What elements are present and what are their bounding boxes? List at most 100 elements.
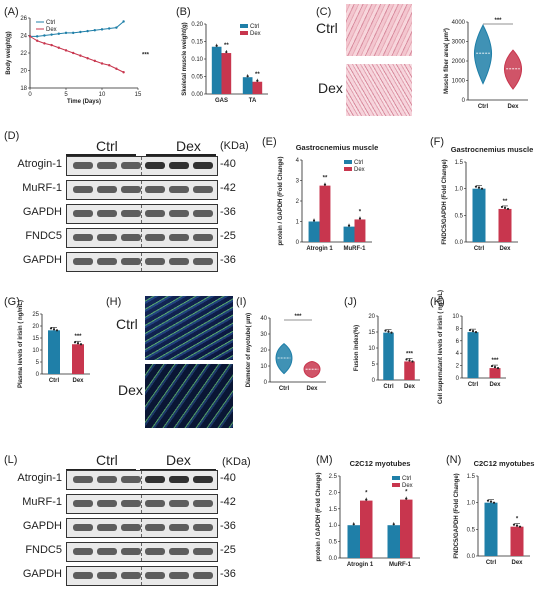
bar-b [221,53,232,94]
data-point-b [225,50,228,54]
panel-label-c: (C) [316,6,332,18]
wb-d-band-strip [66,156,218,176]
legend-label-a: Dex [46,27,57,33]
wb-d-kda: (KDa) [220,140,249,152]
data-point-a [57,32,60,35]
myotube-dex-image [145,364,233,428]
data-point-g [49,327,53,330]
wb-l-band [73,548,93,555]
significance-a: *** [142,53,150,59]
y-tick-label-f: 0.5 [455,213,464,219]
data-point-a [28,35,32,38]
y-tick-label-g: 15 [32,336,39,342]
legend-label-m: Dex [402,483,413,489]
data-point-n [515,524,519,527]
y-tick-label-m: 0.0 [329,556,338,562]
bar-m [387,525,400,558]
y-tick-label-b: 0.00 [191,92,203,98]
bar-j [383,332,394,380]
legend-label-e: Ctrl [354,160,363,166]
wb-l-band [97,572,117,579]
wb-d-band [145,162,165,169]
wb-d-band [97,210,117,217]
wb-l-kda-marker: -36 [220,520,236,532]
x-tick-label-m: Atrogin 1 [347,562,374,568]
wb-d-band [73,258,93,265]
wb-d-band [121,162,141,169]
bar-j [404,361,415,380]
data-point-a [122,20,125,23]
panel-label-n: (N) [446,454,462,466]
x-tick-label-c: Ctrl [478,104,489,110]
data-point-j [390,331,393,334]
y-tick-label-e: 3 [296,179,300,185]
wb-l-band [121,548,141,555]
data-point-m [352,523,355,526]
x-tick-label-a: 5 [64,92,68,98]
wb-l-band [193,476,213,483]
y-tick-label-c: 4000 [452,20,466,26]
panel-label-e: (E) [262,136,277,148]
panel-label-g: (G) [4,296,20,308]
x-tick-label-i: Ctrl [279,386,290,392]
panel-label-l: (L) [4,454,18,466]
wb-d-band [193,258,213,265]
panel-label-k: (K) [430,296,445,308]
wb-l-band [145,524,165,531]
wb-d-band-strip [66,228,218,248]
data-point-m [405,497,408,500]
data-point-a [108,64,111,67]
wb-l-band [169,524,189,531]
y-tick-label-i: 20 [260,348,267,354]
data-point-k [474,331,478,334]
significance-g: *** [74,334,82,340]
data-point-b [215,44,218,47]
wb-d-kda-marker: -25 [220,230,236,242]
y-tick-label-i: 10 [260,364,267,370]
wb-d-band [121,210,141,217]
wb-d-row-label: Atrogin-1 [17,158,62,170]
wb-d-band [97,258,117,265]
y-axis-label-i: Diameter of myotube( μm) [246,313,252,387]
data-point-a [64,31,68,35]
data-point-k [471,330,475,333]
wb-l-band [193,572,213,579]
data-point-m [365,498,368,501]
data-point-e [312,219,316,222]
data-point-a [64,49,68,52]
wb-d-band [169,162,189,169]
wb-l-band [73,572,93,579]
wb-l-band-strip [66,470,218,490]
y-tick-label-i: 30 [260,332,267,338]
bar-m [347,525,360,558]
series-line-a-dex [29,35,124,73]
data-point-a [100,28,104,31]
wb-d-band [193,186,213,193]
wb-l-band-strip [66,518,218,538]
bar-f [498,208,512,242]
y-tick-label-a: 26 [20,16,27,22]
legend-label-b: Ctrl [250,24,259,30]
y-tick-label-j: 5 [372,362,376,368]
wb-d-band [145,234,165,241]
panel-label-d: (D) [4,130,20,142]
wb-d-row-label: GAPDH [22,254,62,266]
y-tick-label-a: 22 [20,51,27,57]
wb-l-row-label: MuRF-1 [22,496,62,508]
bar-g [48,330,60,374]
data-point-j [408,359,411,362]
wb-l-band [121,476,141,483]
x-tick-label-c: Dex [507,104,519,110]
y-axis-label-m: protein / GAPDH (Fold Change) [316,473,322,562]
bar-n [484,502,498,556]
panel-label-a: (A) [4,6,19,18]
wb-d-band [145,186,165,193]
y-axis-label-k: Cell supernatant levels of irisin ( ng/m… [438,290,444,404]
wb-d-band [97,234,117,241]
wb-d-band [169,234,189,241]
wb-d-band [193,210,213,217]
bar-m [360,500,373,558]
myotube-ctrl-image [145,296,233,360]
data-point-k [496,366,500,370]
wb-l-band [193,500,213,507]
